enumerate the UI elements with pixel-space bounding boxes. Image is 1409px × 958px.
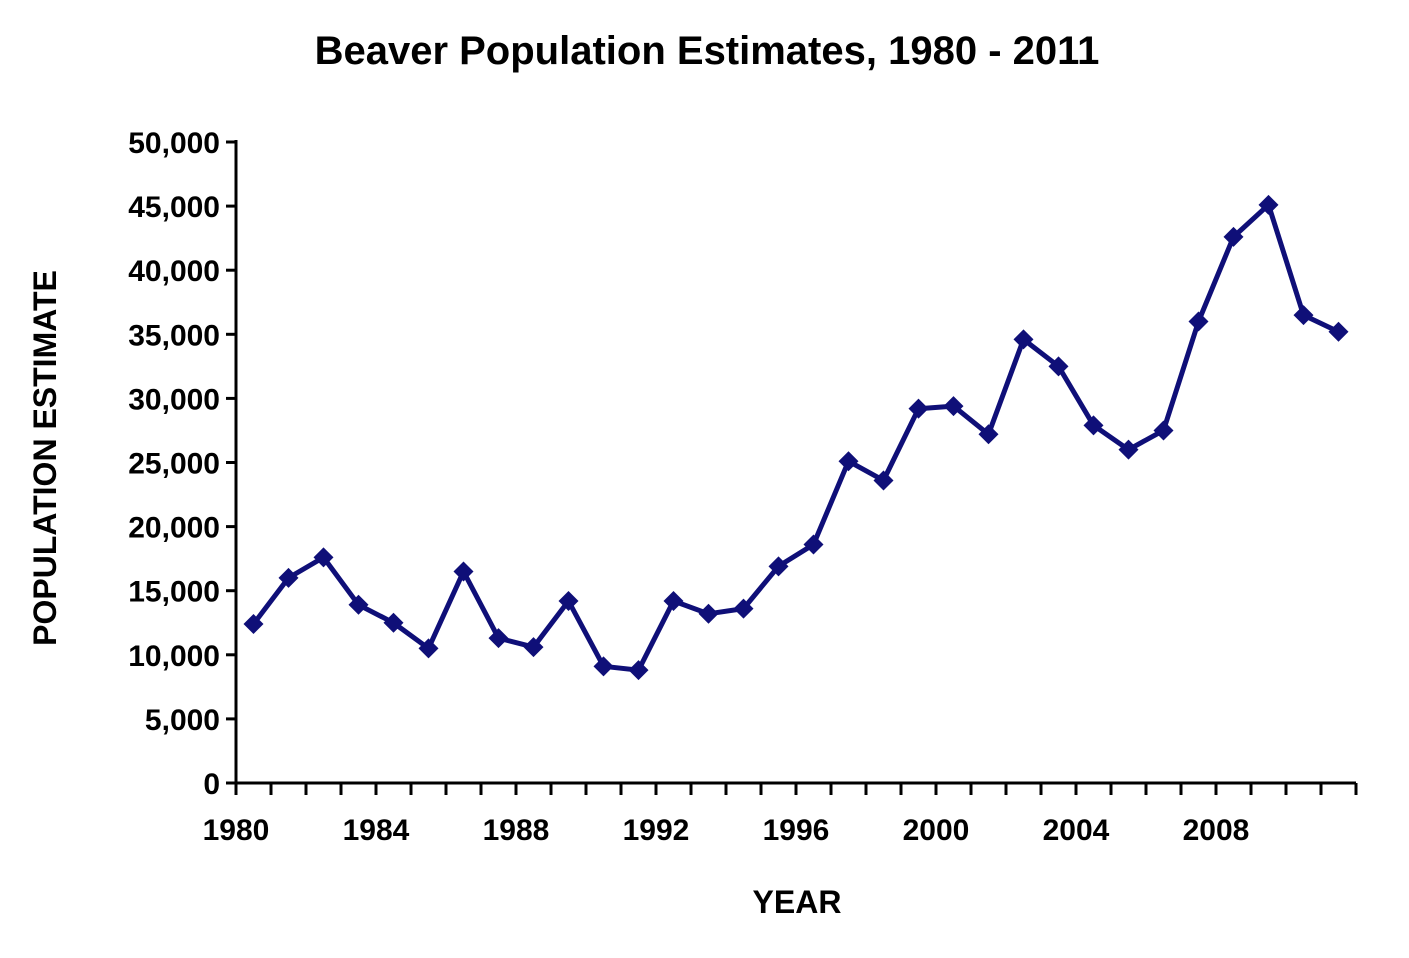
data-point (908, 398, 929, 419)
x-axis: 1980 1984 1988 1992 1996 2000 2004 2008 (203, 781, 1358, 847)
data-point (768, 556, 789, 577)
data-point (663, 590, 684, 611)
data-point (1293, 305, 1314, 326)
data-point (1083, 415, 1104, 436)
data-point (558, 590, 579, 611)
y-tick-label: 5,000 (145, 704, 220, 737)
data-point (873, 470, 894, 491)
x-tick-label: 2008 (1183, 814, 1250, 847)
y-tick-label: 30,000 (128, 383, 220, 416)
data-point (803, 534, 824, 555)
y-tick-label: 0 (203, 768, 220, 801)
data-point (1223, 226, 1244, 247)
data-point (593, 656, 614, 677)
data-point (488, 628, 509, 649)
y-axis-label: POPULATION ESTIMATE (27, 270, 63, 646)
x-tick-label: 1992 (623, 814, 690, 847)
data-point (1048, 356, 1069, 377)
data-point (1328, 321, 1349, 342)
x-tick-label: 1984 (343, 814, 410, 847)
chart-title: Beaver Population Estimates, 1980 - 2011 (315, 29, 1100, 73)
data-point (698, 603, 719, 624)
data-point (243, 614, 264, 635)
y-tick-label: 25,000 (128, 448, 220, 481)
x-tick-label: 1988 (483, 814, 550, 847)
data-point (733, 598, 754, 619)
data-point (313, 547, 334, 568)
y-tick-label: 50,000 (128, 127, 220, 160)
x-tick-label: 1980 (203, 814, 270, 847)
y-axis: 0 5,000 10,000 15,000 20,000 25,000 30,000 35,0… (128, 127, 238, 801)
data-point (1118, 439, 1139, 460)
data-point (348, 594, 369, 615)
data-point (523, 637, 544, 658)
data-point (1258, 194, 1279, 215)
data-point (453, 561, 474, 582)
y-tick-label: 10,000 (128, 640, 220, 673)
y-tick-label: 40,000 (128, 255, 220, 288)
data-point (383, 612, 404, 633)
x-tick-label: 2004 (1043, 814, 1110, 847)
data-point (278, 567, 299, 588)
data-point (1013, 329, 1034, 350)
x-axis-label: YEAR (753, 884, 842, 920)
data-point (838, 451, 859, 472)
data-point (943, 396, 964, 417)
x-tick-label: 2000 (903, 814, 970, 847)
data-point (418, 638, 439, 659)
series-layer (243, 194, 1349, 681)
data-point (978, 424, 999, 445)
y-tick-label: 20,000 (128, 512, 220, 545)
data-point (628, 660, 649, 681)
data-point (1153, 420, 1174, 441)
x-tick-label: 1996 (763, 814, 830, 847)
y-tick-label: 45,000 (128, 191, 220, 224)
y-tick-label: 15,000 (128, 576, 220, 609)
data-point (1188, 311, 1209, 332)
y-tick-label: 35,000 (128, 319, 220, 352)
series-line (251, 202, 1341, 673)
